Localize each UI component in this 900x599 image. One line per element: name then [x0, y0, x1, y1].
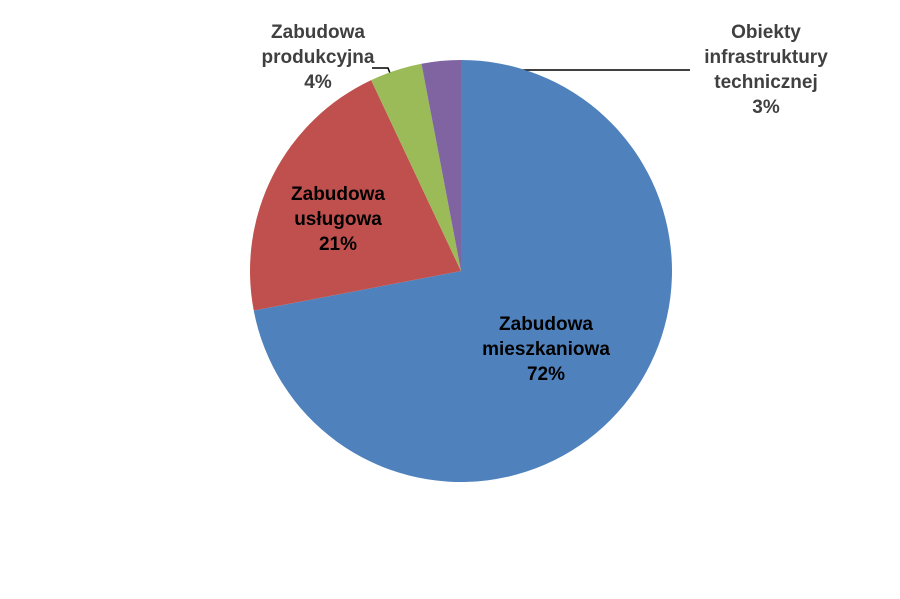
pie-slice: [253, 60, 672, 482]
label-line: technicznej: [714, 72, 817, 93]
label-line: Zabudowa: [271, 22, 365, 43]
label-line: infrastruktury: [704, 47, 828, 68]
slice-label: Zabudowa usługowa: [291, 184, 385, 230]
value-label: 72%: [527, 364, 565, 385]
pie-slice: [250, 80, 461, 311]
value-label: 3%: [752, 97, 780, 118]
value-label: 4%: [304, 72, 332, 93]
slice-label: Obiekty infrastruktury technicznej: [704, 22, 828, 93]
label-line: usługowa: [294, 209, 382, 230]
label-line: mieszkaniowa: [482, 339, 610, 360]
pie-slice: [421, 60, 461, 271]
pie-slice: [371, 63, 461, 271]
label-line: Zabudowa: [291, 184, 385, 205]
value-label: 21%: [319, 234, 357, 255]
slice-label: Zabudowa produkcyjna: [262, 22, 375, 68]
slice-label: Zabudowa mieszkaniowa: [482, 314, 610, 360]
label-line: produkcyjna: [262, 47, 375, 68]
label-line: Obiekty: [731, 22, 801, 43]
label-line: Zabudowa: [499, 314, 593, 335]
